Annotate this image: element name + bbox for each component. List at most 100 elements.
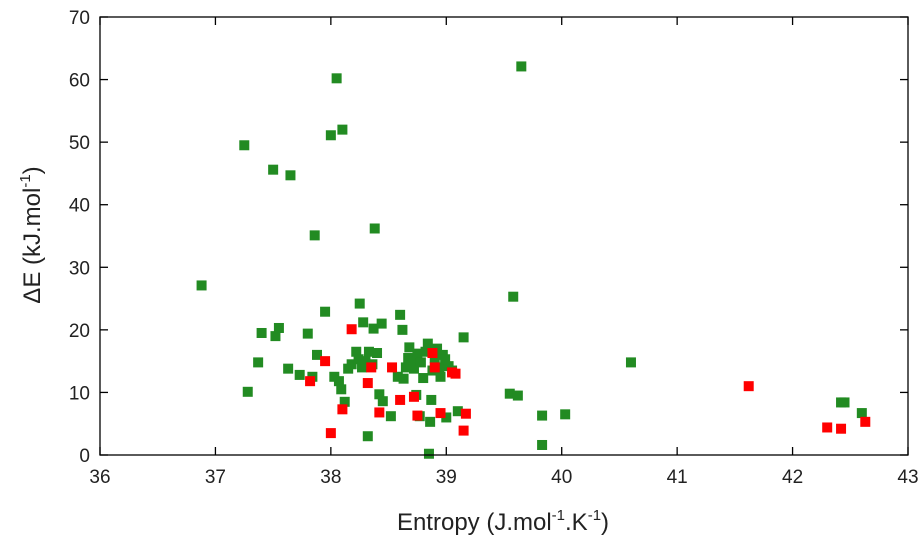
data-point-red [408,391,419,402]
y-tick-label: 10 [69,383,90,404]
data-point-red [374,407,385,418]
data-point-green [346,359,357,370]
data-point-green [537,410,548,421]
data-point-green [242,386,253,397]
data-point-green [435,371,446,382]
data-point-green [516,61,527,72]
x-tick-label: 41 [667,467,688,488]
data-point-green [256,327,267,338]
data-point-green [392,371,403,382]
data-point-green [360,356,371,367]
x-tick-label: 42 [782,467,803,488]
data-point-green [354,298,365,309]
data-point-green [441,412,452,423]
y-tick-label: 20 [69,321,90,342]
data-point-green [302,328,313,339]
y-axis-title: ΔE (kJ.mol-1) [17,166,46,303]
data-point-red [860,416,871,427]
y-axis-ticks: 0 10 20 30 40 50 60 70 [69,8,908,467]
y-tick-label: 50 [69,133,90,154]
data-point-green [537,439,548,450]
data-point-green [426,394,437,405]
data-point-red [362,378,373,389]
data-point-green [339,396,350,407]
data-point-green [376,318,387,329]
data-point-green [458,332,469,343]
data-point-green [273,322,284,333]
data-point-green [504,388,515,399]
x-axis-ticks: 36 37 38 39 40 41 42 43 [89,17,919,488]
data-point-green [331,73,342,84]
y-tick-label: 30 [69,258,90,279]
data-point-green [337,124,348,135]
data-point-red [450,368,461,379]
data-point-green [422,338,433,349]
data-point-green [512,390,523,401]
data-point-green [418,373,429,384]
data-point-red [743,381,754,392]
plot-frame [99,16,909,456]
data-point-green [196,280,207,291]
data-point-green [412,348,423,359]
data-point-green [452,406,463,417]
data-point-green [856,408,867,419]
data-point-red [387,362,398,373]
data-point-green [377,396,388,407]
data-point-green [270,331,281,342]
y-tick-label: 70 [69,8,90,29]
x-axis-title: Entropy (J.mol-1.K-1) [397,507,609,536]
data-point-red [412,410,423,421]
x-tick-label: 39 [436,467,457,488]
data-point-green [372,348,383,359]
x-tick-label: 43 [897,467,918,488]
data-point-red [325,428,336,439]
data-point-green [374,389,385,400]
data-point-green [320,306,331,317]
data-point-green [283,363,294,374]
data-point-red [460,408,471,419]
data-point-green [325,130,336,141]
data-point-red [395,394,406,405]
y-tick-label: 0 [79,446,90,467]
data-point-green [285,170,296,181]
data-point-green [400,362,411,373]
data-point-green [309,230,320,241]
data-point-green [406,354,417,365]
data-points [196,61,871,459]
x-tick-label: 36 [89,467,110,488]
data-point-red [320,356,331,367]
x-tick-label: 38 [320,467,341,488]
data-point-green [357,362,368,373]
data-point-red [427,348,438,359]
x-tick-label: 37 [205,467,226,488]
data-point-red [429,362,440,373]
data-point-red [458,425,469,436]
data-point-green [560,409,571,420]
data-point-green [625,357,636,368]
data-point-red [346,324,357,335]
data-point-red [435,408,446,419]
data-point-green [368,323,379,334]
data-point-green [398,373,409,384]
data-point-green [312,349,323,360]
data-point-green [333,376,344,387]
x-tick-label: 40 [551,467,572,488]
data-point-green [353,354,364,365]
data-point-green [415,357,426,368]
data-point-green [358,317,369,328]
data-point-green [397,324,408,335]
data-point-green [351,346,362,357]
data-point-red [337,404,348,415]
data-point-red [822,422,833,433]
data-point-green [408,363,419,374]
data-point-green [839,397,850,408]
data-point-green [362,431,373,442]
data-point-green [420,346,431,357]
y-tick-label: 40 [69,196,90,217]
data-point-green [363,346,374,357]
data-point-green [268,164,279,175]
data-point-green [508,291,519,302]
data-point-green [404,342,415,353]
data-point-red [366,362,377,373]
